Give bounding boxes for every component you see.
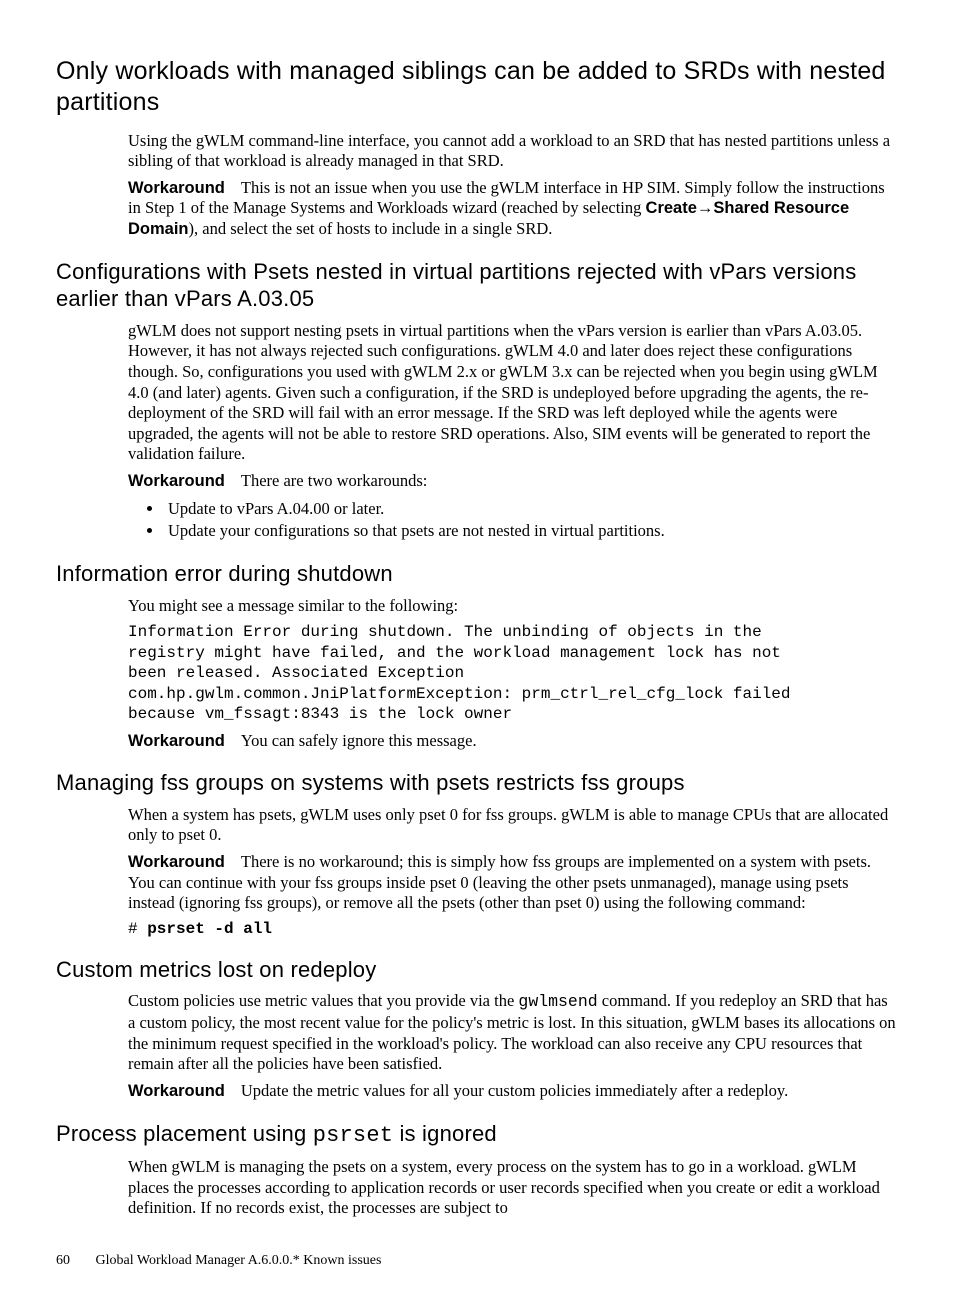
workaround-label: Workaround	[128, 179, 241, 197]
section-body: You might see a message similar to the f…	[128, 596, 898, 752]
workaround-text: There are two workarounds:	[241, 471, 427, 490]
bullet-list: Update to vPars A.04.00 or later.Update …	[164, 498, 898, 543]
workaround-label: Workaround	[128, 853, 241, 871]
workaround-para: WorkaroundUpdate the metric values for a…	[128, 1081, 898, 1102]
workaround-text: This is not an issue when you use the gW…	[128, 178, 885, 238]
command-text: psrset -d all	[147, 920, 272, 938]
paragraph: When a system has psets, gWLM uses only …	[128, 805, 898, 846]
text-run: Process placement using	[56, 1121, 313, 1146]
text-run: is ignored	[393, 1121, 497, 1146]
workaround-para: WorkaroundYou can safely ignore this mes…	[128, 731, 898, 752]
section-heading: Custom metrics lost on redeploy	[56, 956, 898, 984]
text-run: psrset	[313, 1123, 393, 1148]
page-footer: 60 Global Workload Manager A.6.0.0.* Kno…	[56, 1253, 898, 1269]
section-heading: Managing fss groups on systems with pset…	[56, 769, 898, 797]
paragraph: gWLM does not support nesting psets in v…	[128, 321, 898, 465]
text-run: There are two workarounds:	[241, 471, 427, 490]
paragraph: Using the gWLM command-line interface, y…	[128, 131, 898, 172]
paragraph: Custom policies use metric values that y…	[128, 991, 898, 1075]
section-body: Using the gWLM command-line interface, y…	[128, 131, 898, 240]
workaround-para: WorkaroundThere is no workaround; this i…	[128, 852, 898, 914]
workaround-text: Update the metric values for all your cu…	[241, 1081, 788, 1100]
list-item: Update your configurations so that psets…	[164, 520, 898, 542]
text-run: Create	[646, 199, 697, 217]
workaround-label: Workaround	[128, 1082, 241, 1100]
section-heading: Only workloads with managed siblings can…	[56, 56, 898, 119]
section-body: When a system has psets, gWLM uses only …	[128, 805, 898, 938]
workaround-label: Workaround	[128, 732, 241, 750]
section-body: When gWLM is managing the psets on a sys…	[128, 1157, 898, 1219]
section-body: Custom policies use metric values that y…	[128, 991, 898, 1101]
paragraph: When gWLM is managing the psets on a sys…	[128, 1157, 898, 1219]
workaround-para: WorkaroundThis is not an issue when you …	[128, 178, 898, 240]
text-run: Update the metric values for all your cu…	[241, 1081, 788, 1100]
section-heading: Configurations with Psets nested in virt…	[56, 258, 898, 313]
text-run: You can safely ignore this message.	[241, 731, 477, 750]
text-run: →	[697, 199, 714, 217]
text-run: ), and select the set of hosts to includ…	[189, 219, 553, 238]
paragraph: You might see a message similar to the f…	[128, 596, 898, 617]
page-number: 60	[56, 1253, 70, 1269]
workaround-text: You can safely ignore this message.	[241, 731, 477, 750]
workaround-para: WorkaroundThere are two workarounds:	[128, 471, 898, 492]
command-line: # psrset -d all	[128, 920, 898, 938]
running-title: Global Workload Manager A.6.0.0.* Known …	[96, 1253, 382, 1268]
section-heading: Process placement using psrset is ignore…	[56, 1120, 898, 1150]
section-heading: Information error during shutdown	[56, 560, 898, 588]
section-body: gWLM does not support nesting psets in v…	[128, 321, 898, 543]
prompt: #	[128, 920, 147, 938]
list-item: Update to vPars A.04.00 or later.	[164, 498, 898, 520]
code-block: Information Error during shutdown. The u…	[128, 622, 898, 724]
text-run: gwlmsend	[518, 992, 597, 1011]
workaround-label: Workaround	[128, 472, 241, 490]
page-container: Only workloads with managed siblings can…	[0, 0, 954, 1299]
text-run: Custom policies use metric values that y…	[128, 991, 518, 1010]
